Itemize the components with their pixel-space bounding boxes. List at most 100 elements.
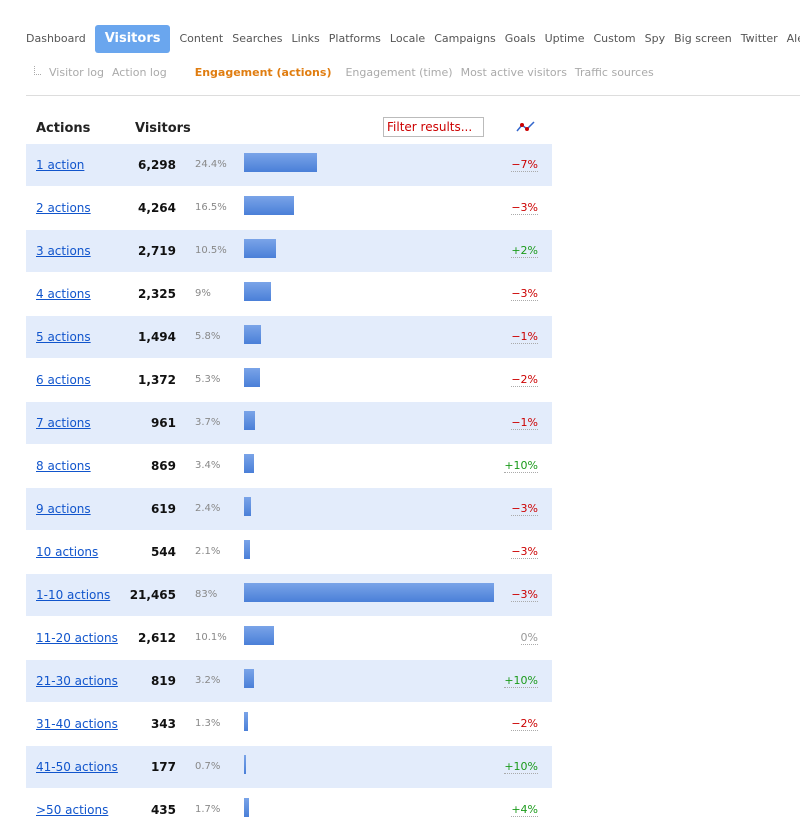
row-link[interactable]: 1 action xyxy=(36,158,85,172)
nav-item[interactable]: Platforms xyxy=(328,32,381,45)
row-link[interactable]: 2 actions xyxy=(36,201,91,215)
row-link[interactable]: 4 actions xyxy=(36,287,91,301)
nav-item[interactable]: Goals xyxy=(504,32,536,45)
share-bar xyxy=(244,669,254,688)
nav-item[interactable]: Searches xyxy=(232,32,283,45)
nav-item[interactable]: Twitter xyxy=(740,32,778,45)
table-body: 1 action 6,298 24.4% −7% 2 actions 4,264 16.5%… xyxy=(26,144,552,832)
share-bar xyxy=(244,798,250,817)
nav-item[interactable]: Campaigns xyxy=(434,32,496,45)
change[interactable]: −2% xyxy=(511,717,538,731)
change[interactable]: +4% xyxy=(511,803,538,817)
nav-item[interactable]: Visitors xyxy=(94,25,171,53)
change[interactable]: +10% xyxy=(504,459,538,473)
trend-icon[interactable] xyxy=(516,120,536,134)
change[interactable]: −3% xyxy=(511,201,538,215)
visitors-count: 435 xyxy=(150,803,176,817)
share-bar xyxy=(244,497,252,516)
share-percent: 2.4% xyxy=(195,503,221,514)
change[interactable]: +10% xyxy=(504,674,538,688)
share-bar xyxy=(244,411,256,430)
share-percent: 5.3% xyxy=(195,374,221,385)
row-link[interactable]: 21-30 actions xyxy=(36,674,118,688)
column-header: Visitors xyxy=(135,121,191,136)
subnav-item[interactable]: Traffic sources xyxy=(574,66,654,79)
table-row: 41-50 actions 177 0.7% +10% xyxy=(26,746,552,789)
table-row: 5 actions 1,494 5.8% −1% xyxy=(26,316,552,359)
nav-item[interactable]: Links xyxy=(291,32,320,45)
nav-item[interactable]: Dashboard xyxy=(26,32,86,45)
share-bar xyxy=(244,755,247,774)
visitors-count: 2,612 xyxy=(138,631,176,645)
row-link[interactable]: 10 actions xyxy=(36,545,99,559)
nav-item[interactable]: Locale xyxy=(389,32,426,45)
table-row: 4 actions 2,325 9% −3% xyxy=(26,273,552,316)
row-link[interactable]: 8 actions xyxy=(36,459,91,473)
change[interactable]: −3% xyxy=(511,502,538,516)
visitors-count: 819 xyxy=(150,674,176,688)
visitors-count: 544 xyxy=(150,545,176,559)
share-percent: 2.1% xyxy=(195,546,221,557)
nav-item[interactable]: Content xyxy=(179,32,224,45)
table-row: 1 action 6,298 24.4% −7% xyxy=(26,144,552,187)
nav-item[interactable]: Big screen xyxy=(674,32,732,45)
change[interactable]: −1% xyxy=(511,416,538,430)
visitors-count: 177 xyxy=(150,760,176,774)
row-link[interactable]: 9 actions xyxy=(36,502,91,516)
table-row: 8 actions 869 3.4% +10% xyxy=(26,445,552,488)
change[interactable]: −2% xyxy=(511,373,538,387)
subnav-item[interactable]: Visitor log xyxy=(49,66,104,79)
row-link[interactable]: 1-10 actions xyxy=(36,588,111,602)
row-link[interactable]: 3 actions xyxy=(36,244,91,258)
filter-input[interactable]: Filter results... xyxy=(383,117,484,137)
share-percent: 3.7% xyxy=(195,417,221,428)
share-percent: 0.7% xyxy=(195,761,221,772)
change[interactable]: +2% xyxy=(511,244,538,258)
change[interactable]: −3% xyxy=(511,545,538,559)
sub-nav: Visitor log Action log Engagement (actions… xyxy=(34,66,662,79)
main-nav: Dashboard Visitors Content Searches Links Pla… xyxy=(26,25,800,55)
row-link[interactable]: 41-50 actions xyxy=(36,760,118,774)
share-bar xyxy=(244,583,494,602)
change[interactable]: −7% xyxy=(511,158,538,172)
change[interactable]: 0% xyxy=(520,631,538,645)
visitors-count: 21,465 xyxy=(129,588,176,602)
share-percent: 3.4% xyxy=(195,460,221,471)
share-percent: 83% xyxy=(195,589,218,600)
change[interactable]: −1% xyxy=(511,330,538,344)
table-row: 31-40 actions 343 1.3% −2% xyxy=(26,703,552,746)
subnav-item[interactable]: Action log xyxy=(111,66,167,79)
row-link[interactable]: 7 actions xyxy=(36,416,91,430)
visitors-count: 1,494 xyxy=(138,330,176,344)
row-link[interactable]: 31-40 actions xyxy=(36,717,118,731)
nav-item[interactable]: Spy xyxy=(644,32,666,45)
visitors-count: 619 xyxy=(150,502,176,516)
change[interactable]: −3% xyxy=(511,588,538,602)
subnav-item[interactable]: Most active visitors xyxy=(460,66,567,79)
visitors-count: 2,325 xyxy=(138,287,176,301)
visitors-count: 4,264 xyxy=(138,201,176,215)
row-link[interactable]: 5 actions xyxy=(36,330,91,344)
table-row: 3 actions 2,719 10.5% +2% xyxy=(26,230,552,273)
row-link[interactable]: 6 actions xyxy=(36,373,91,387)
column-header: Actions xyxy=(36,121,91,136)
visitors-count: 2,719 xyxy=(138,244,176,258)
table-row: >50 actions 435 1.7% +4% xyxy=(26,789,552,832)
nav-item[interactable]: Uptime xyxy=(544,32,585,45)
change[interactable]: +10% xyxy=(504,760,538,774)
share-bar xyxy=(244,540,251,559)
row-link[interactable]: >50 actions xyxy=(36,803,109,817)
visitors-count: 343 xyxy=(150,717,176,731)
table-row: 2 actions 4,264 16.5% −3% xyxy=(26,187,552,230)
nav-item[interactable]: Alerts xyxy=(786,32,800,45)
change[interactable]: −3% xyxy=(511,287,538,301)
share-percent: 1.7% xyxy=(195,804,221,815)
subnav-item[interactable]: Engagement (actions) xyxy=(194,66,332,79)
row-link[interactable]: 11-20 actions xyxy=(36,631,118,645)
share-percent: 5.8% xyxy=(195,331,221,342)
share-bar xyxy=(244,239,276,258)
divider xyxy=(26,95,800,96)
subnav-item[interactable]: Engagement (time) xyxy=(345,66,453,79)
nav-item[interactable]: Custom xyxy=(593,32,636,45)
tree-corner xyxy=(34,66,41,75)
